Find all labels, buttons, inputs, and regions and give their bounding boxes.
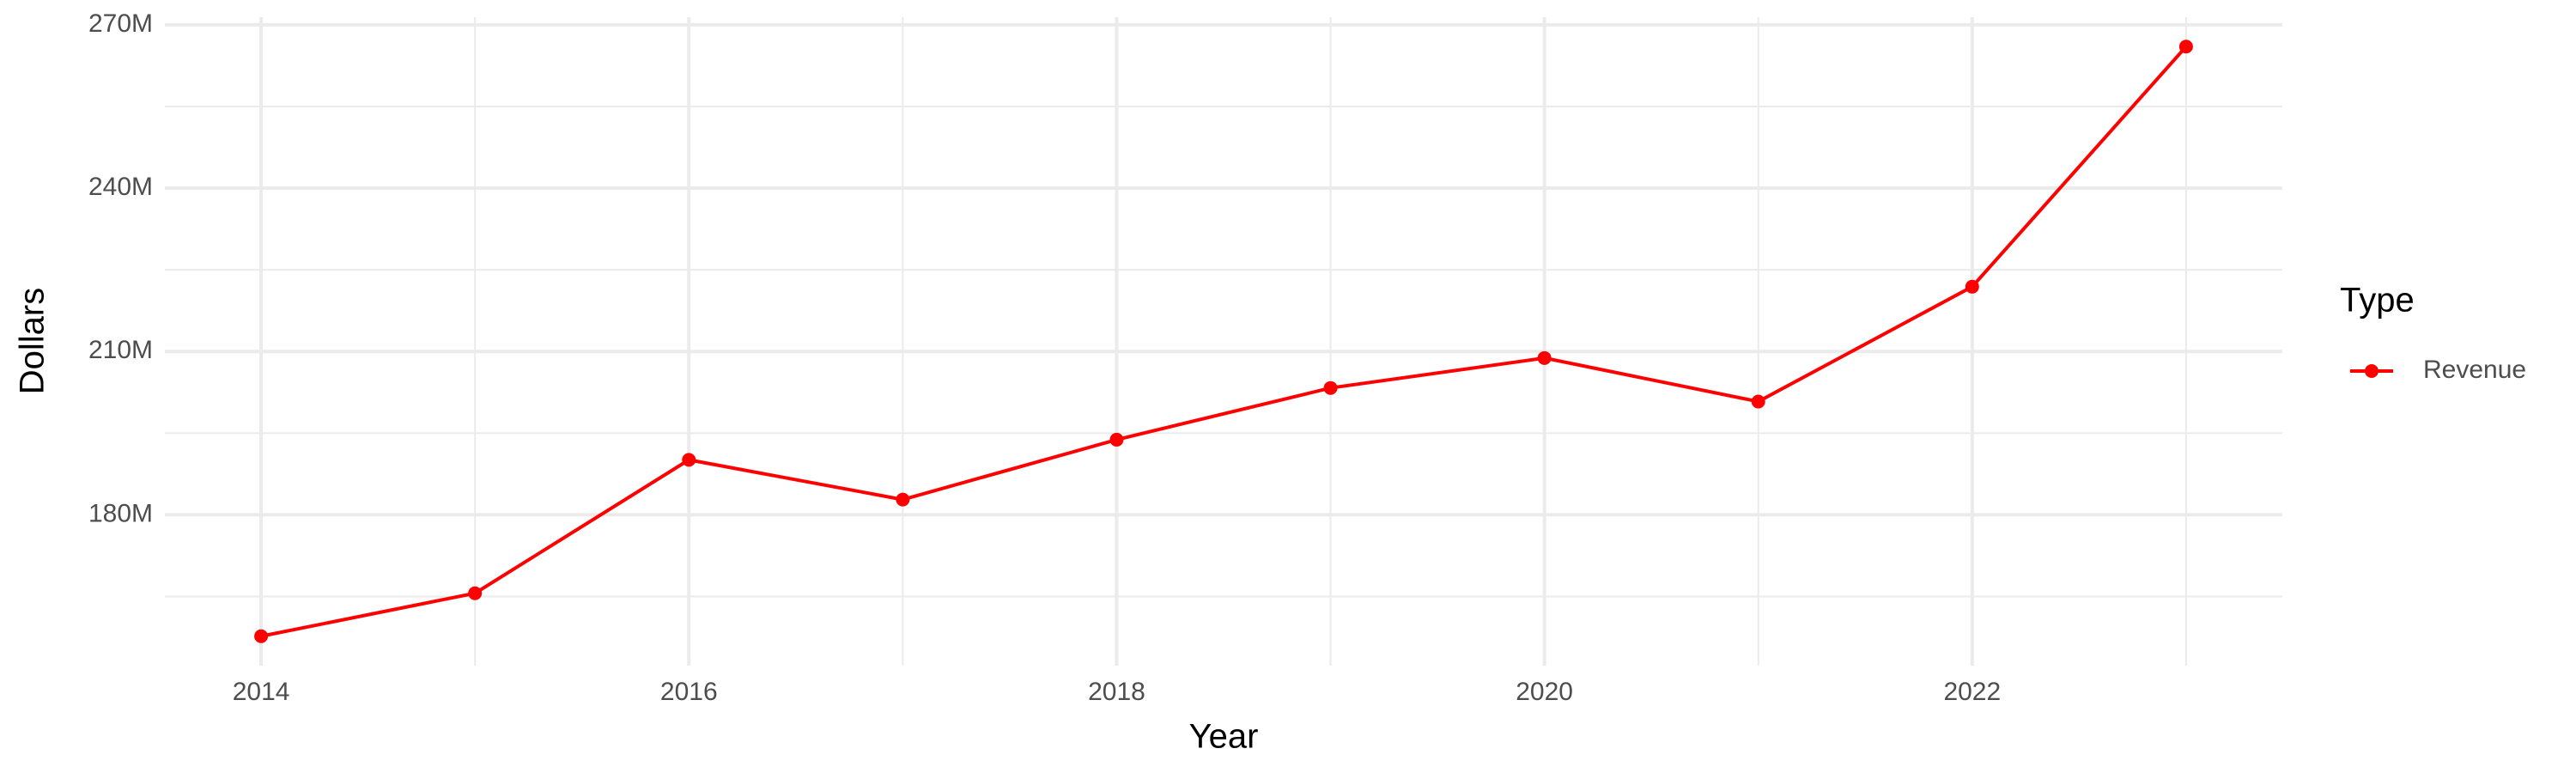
x-tick-label: 2014 <box>233 678 290 706</box>
point <box>896 492 910 507</box>
legend-label: Revenue <box>2423 356 2526 384</box>
line <box>260 45 2188 638</box>
y-axis-title: Dollars <box>14 288 52 394</box>
x-axis-title: Year <box>1189 718 1259 756</box>
x-tick-label: 2020 <box>1516 678 1573 706</box>
y-tick-label: 270M <box>88 9 153 38</box>
y-tick-label: 180M <box>88 499 153 527</box>
y-tick-label: 210M <box>88 336 153 364</box>
x-tick-label: 2022 <box>1943 678 2001 706</box>
point <box>254 629 269 643</box>
legend-title: Type <box>2340 282 2415 320</box>
point <box>468 586 483 600</box>
legend-key-point <box>2365 364 2379 378</box>
point <box>2178 40 2193 54</box>
point <box>1751 394 1765 409</box>
point <box>1965 279 1979 294</box>
point <box>1109 432 1124 447</box>
point <box>1323 380 1338 395</box>
x-tick-label: 2016 <box>660 678 718 706</box>
point <box>1537 350 1552 365</box>
point <box>682 453 696 467</box>
x-tick-label: 2018 <box>1088 678 1145 706</box>
y-tick-label: 240M <box>88 173 153 201</box>
